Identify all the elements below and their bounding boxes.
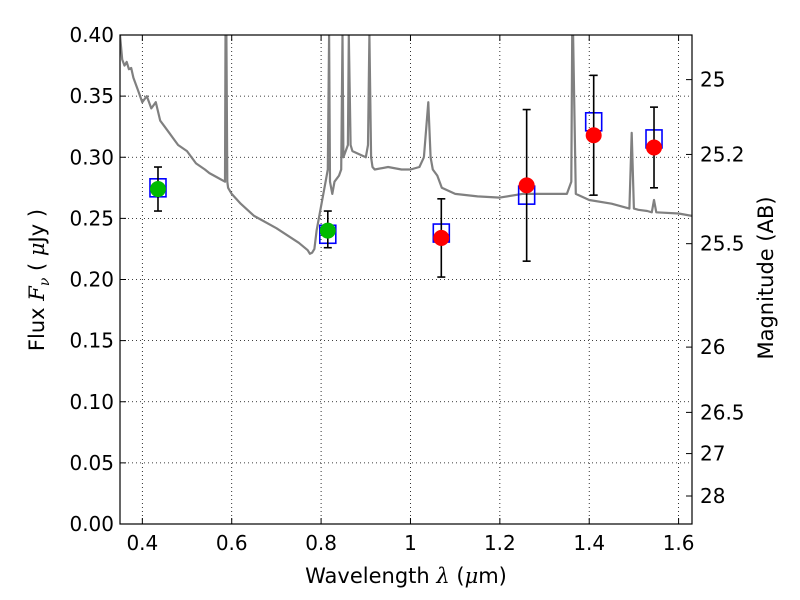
y-tick-label: 0.15 xyxy=(69,329,114,353)
y-tick-label: 0.35 xyxy=(69,84,114,108)
model-spectrum-layer xyxy=(120,35,692,255)
right-tick-label: 28 xyxy=(700,484,725,508)
y-tick-label: 0.10 xyxy=(69,390,114,414)
right-tick-label: 26.5 xyxy=(700,400,745,424)
right-tick-label: 25 xyxy=(700,68,725,92)
y-tick-label: 0.40 xyxy=(69,23,114,47)
y2-axis-label: Magnitude (AB) xyxy=(754,196,778,359)
photometry-point xyxy=(432,198,451,278)
right-tick-label: 26 xyxy=(700,335,725,359)
data-points-layer xyxy=(149,74,663,278)
x-tick-label: 1.2 xyxy=(484,531,516,555)
right-tick-label: 25.5 xyxy=(700,232,745,256)
x-tick-label: 1.6 xyxy=(663,531,695,555)
y-tick-label: 0.20 xyxy=(69,268,114,292)
red-flux-marker xyxy=(646,139,663,156)
photometry-point xyxy=(645,106,663,189)
y-tick-label: 0.05 xyxy=(69,451,114,475)
green-flux-marker xyxy=(149,181,166,198)
photometry-point xyxy=(149,166,167,212)
right-tick-label: 27 xyxy=(700,442,725,466)
red-flux-marker xyxy=(585,127,602,144)
model-spectrum-line xyxy=(120,35,692,255)
x-axis-ticks: 0.4 0.6 0.8 1 1.2 1.4 1.6 xyxy=(126,35,695,555)
x-tick-label: 1 xyxy=(404,531,417,555)
photometry-point xyxy=(584,74,603,196)
photometry-point xyxy=(517,108,536,262)
x-axis-label: Wavelength λ (μm) xyxy=(305,564,507,588)
right-axis-ticks: 25 25.2 25.5 26 26.5 27 28 xyxy=(686,68,745,508)
x-tick-label: 0.6 xyxy=(216,531,248,555)
photometry-point xyxy=(318,210,337,249)
right-tick-label: 25.2 xyxy=(700,142,745,166)
y-axis-ticks: 0.00 0.05 0.10 0.15 0.20 0.25 0.30 0.35 0.40 xyxy=(69,23,126,536)
green-flux-marker xyxy=(319,222,336,239)
y-tick-label: 0.25 xyxy=(69,206,114,230)
x-tick-label: 1.4 xyxy=(573,531,605,555)
x-tick-label: 0.8 xyxy=(305,531,337,555)
y-tick-label: 0.30 xyxy=(69,145,114,169)
red-flux-marker xyxy=(433,229,450,246)
red-flux-marker xyxy=(518,177,535,194)
x-tick-label: 0.4 xyxy=(126,531,158,555)
y-tick-label: 0.00 xyxy=(69,512,114,536)
